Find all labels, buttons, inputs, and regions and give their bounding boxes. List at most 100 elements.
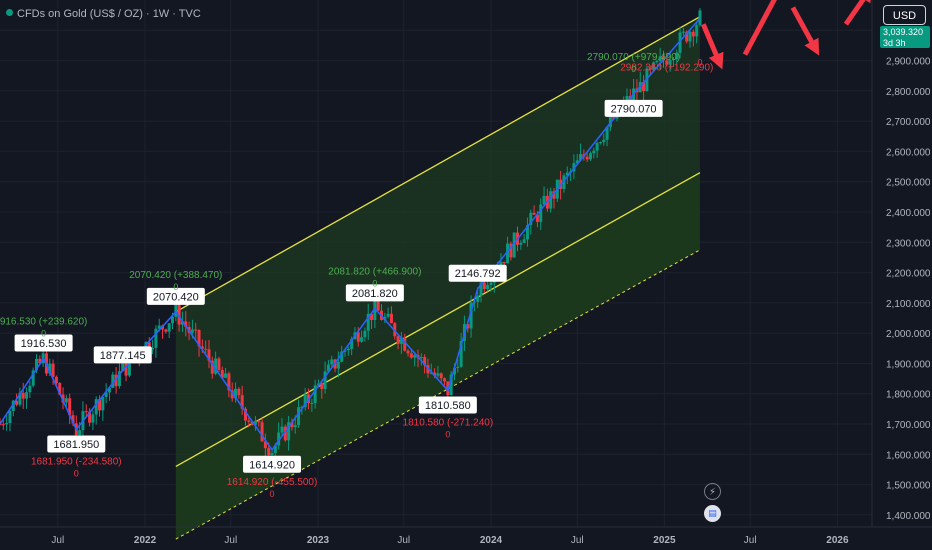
candle-body <box>602 139 606 143</box>
price-tick-label: 1,400.000 <box>886 511 931 522</box>
candle-body <box>433 372 437 376</box>
candle-body <box>605 126 609 140</box>
candle-body <box>88 411 92 423</box>
candle-body <box>64 398 68 403</box>
candle-body <box>68 398 72 416</box>
candle-body <box>413 355 417 358</box>
price-tick-label: 2,500.000 <box>886 178 931 189</box>
candle-body <box>399 337 403 344</box>
candle-body <box>184 321 188 327</box>
zigzag-line <box>0 17 701 452</box>
candle-body <box>482 282 486 290</box>
swing-high-annotation: 2070.420 (+388.470) <box>129 270 222 281</box>
candle-body <box>54 376 58 384</box>
candle-body <box>512 232 516 258</box>
candle-body <box>263 441 267 449</box>
candle-body <box>350 338 354 349</box>
candle-body <box>207 349 211 361</box>
swing-label-box <box>47 435 106 453</box>
candle-body <box>227 373 231 391</box>
candle-body <box>565 172 569 176</box>
candle-body <box>31 370 35 386</box>
candle-body <box>389 313 393 324</box>
swing-label-box <box>448 264 507 282</box>
candle-body <box>157 325 161 329</box>
candle-body <box>695 25 699 37</box>
regression-channel <box>175 16 701 540</box>
candle-body <box>323 371 327 389</box>
candle-body <box>117 371 121 387</box>
candle-body <box>343 350 347 352</box>
time-tick-label: Jul <box>397 535 410 546</box>
candle-body <box>539 204 543 222</box>
forecast-arrow <box>700 23 724 70</box>
swing-low-annotation: 2982.360 (+192.290) <box>620 63 713 74</box>
swing-label-text: 1681.950 <box>53 439 99 451</box>
candle-body <box>171 316 175 324</box>
candle-body <box>419 357 423 359</box>
candle-body <box>588 153 592 160</box>
candle-body <box>668 60 672 65</box>
swing-label-text: 1916.530 <box>21 338 67 350</box>
candle-body <box>204 348 208 350</box>
candle-body <box>598 142 602 144</box>
candle-body <box>287 422 291 441</box>
candle-body <box>575 160 579 164</box>
swing-low-annotation: 1810.580 (-271.240) <box>403 418 494 429</box>
price-tick-label: 2,400.000 <box>886 208 931 219</box>
us-flag-icon[interactable]: ▤ <box>704 505 721 522</box>
candle-body <box>253 420 257 425</box>
channel-upper-fill <box>175 16 700 467</box>
swing-label-box <box>345 284 404 302</box>
price-tick-label: 2,600.000 <box>886 147 931 158</box>
candle-body <box>180 321 184 325</box>
time-tick-label: 2026 <box>826 535 849 546</box>
time-tick-label: 2022 <box>134 535 157 546</box>
candle-body <box>506 243 510 264</box>
swing-label-box <box>93 346 152 364</box>
candle-body <box>147 342 151 350</box>
candle-body <box>71 415 75 424</box>
price-tick-label: 1,900.000 <box>886 359 931 370</box>
time-axis[interactable]: Jul 2022 Jul 2023 Jul 2024 Jul 2025 Jul 2026 <box>0 526 932 546</box>
candle-body <box>25 392 29 399</box>
candle-body <box>330 359 334 365</box>
candle-body <box>267 448 271 456</box>
candle-body <box>595 142 599 151</box>
candle-body <box>94 399 98 415</box>
candle-body <box>403 337 407 351</box>
price-axis[interactable]: 1,400.000 1,500.000 1,600.000 1,700.000 1,80… <box>871 0 931 527</box>
candle-body <box>217 358 221 370</box>
candle-body <box>34 358 38 371</box>
candle-body <box>532 212 536 215</box>
candle-body <box>313 385 317 404</box>
candle-body <box>648 68 652 70</box>
candle-body <box>698 10 702 26</box>
swing-label-text: 2070.420 <box>153 291 199 303</box>
price-tick-label: 2,900.000 <box>886 57 931 68</box>
candle-body <box>642 81 646 92</box>
candle-body <box>243 408 247 421</box>
candle-body <box>257 420 261 423</box>
candle-body <box>273 445 277 454</box>
forecast-arrow <box>843 0 873 26</box>
candle-body <box>356 332 360 342</box>
candle-body <box>260 422 264 442</box>
currency-button[interactable]: USD <box>883 5 926 25</box>
candle-body <box>21 392 25 399</box>
candle-body <box>84 411 88 413</box>
candle-body <box>466 324 470 329</box>
candle-body <box>459 341 463 367</box>
flash-icon[interactable]: ⚡ <box>704 483 721 500</box>
candle-body <box>250 421 254 425</box>
candle-body <box>486 284 490 290</box>
candle-body <box>310 403 314 405</box>
candle-body <box>340 351 344 362</box>
bar-index-mark: 0 <box>631 64 636 74</box>
candle-body <box>18 392 22 405</box>
candle-body <box>688 31 692 42</box>
candle-body <box>280 426 284 433</box>
price-tick-label: 1,600.000 <box>886 450 931 461</box>
candle-body <box>370 313 374 320</box>
